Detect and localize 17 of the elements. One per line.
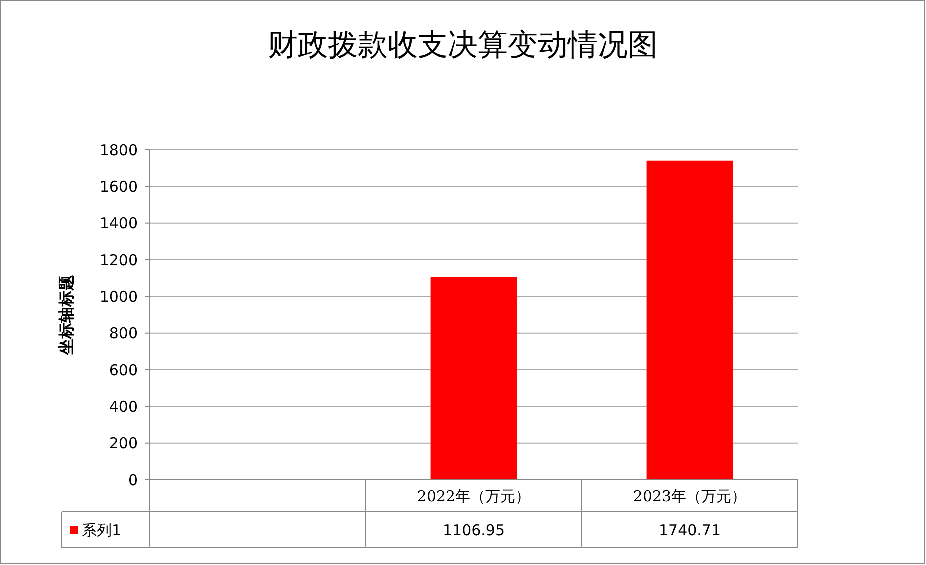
- y-axis-title: 坐标轴标题: [57, 275, 76, 356]
- y-tick-label: 1000: [100, 288, 138, 306]
- data-label: 1740.71: [658, 521, 722, 540]
- y-tick-label: 1200: [100, 251, 138, 270]
- y-tick-label: 400: [109, 398, 138, 416]
- x-tick-label: 2023年（万元）: [633, 487, 747, 506]
- y-tick-label: 600: [109, 361, 138, 380]
- chart-title: 财政拨款收支决算变动情况图: [268, 28, 658, 63]
- legend-label: 系列1: [82, 521, 122, 540]
- data-label: 1106.95: [442, 521, 506, 540]
- y-tick-label: 800: [109, 324, 138, 343]
- y-tick-label: 0: [128, 471, 138, 490]
- y-tick-label: 1800: [100, 141, 138, 160]
- y-tick-label: 200: [109, 434, 138, 453]
- x-tick-label: 2022年（万元）: [417, 487, 531, 506]
- y-tick-label: 1600: [100, 178, 138, 196]
- y-tick-label: 1400: [100, 214, 138, 233]
